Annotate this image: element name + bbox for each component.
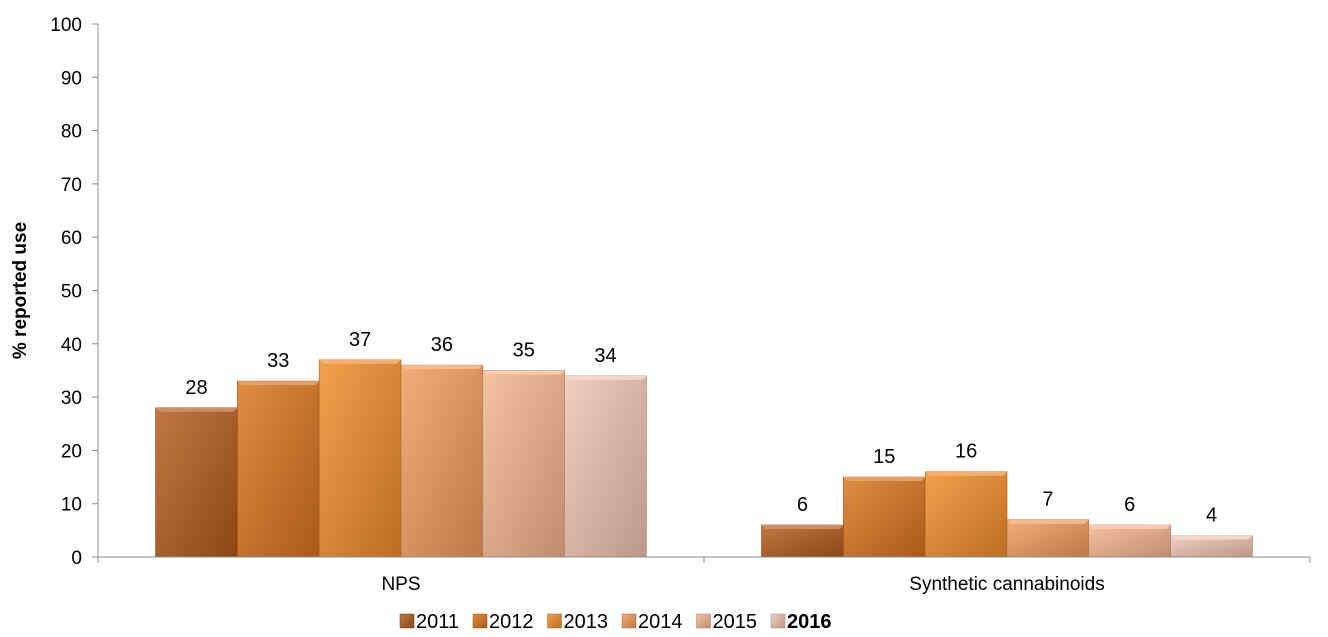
bar [1006,519,1090,558]
bar-bevel [482,370,565,375]
legend: 2011 2012 2013 2014 2015 2016 [399,611,832,633]
bar [318,359,402,558]
y-axis: 0 10 20 30 40 50 60 70 80 90 100 [50,15,99,569]
data-label: 6 [1124,494,1135,516]
bar [155,407,238,558]
bar [843,476,926,558]
bar [482,370,565,558]
legend-label: 2011 [416,611,459,633]
data-label: 37 [349,329,371,351]
legend-label: 2014 [638,611,683,633]
data-label: 15 [873,446,895,468]
bar-bevel [1088,525,1171,530]
bar [1088,524,1171,558]
data-label: 4 [1206,505,1217,527]
bars [155,359,1253,558]
bar-bevel [843,477,926,482]
y-tick-label: 50 [61,282,82,303]
y-tick-label: 100 [50,15,82,36]
bar [237,380,320,558]
bar-bevel [1170,535,1253,540]
category-label: Synthetic cannabinoids [909,574,1104,595]
category-label: NPS [381,574,420,595]
data-label: 7 [1042,489,1053,511]
data-label: 16 [955,441,977,463]
bar-bevel [761,525,844,530]
data-label: 33 [267,350,289,372]
legend-swatch [472,613,488,629]
data-labels: 28 33 37 36 35 34 6 15 16 7 6 4 [185,329,1217,527]
bar-bevel [319,359,401,364]
bar-bevel [237,381,320,386]
y-tick-label: 80 [61,122,82,143]
bar-bevel [925,471,1007,476]
y-tick-label: 0 [71,548,82,569]
y-tick-label: 40 [61,335,82,356]
y-tick-label: 20 [61,441,82,462]
bar [761,524,844,558]
legend-swatch [696,613,711,629]
legend-label: 2015 [713,611,758,633]
bar-bevel [155,407,238,412]
data-label: 28 [185,377,207,399]
legend-label: 2012 [489,611,534,633]
bar-bevel [1007,519,1089,524]
legend-swatch [547,613,562,629]
legend-swatch [621,613,637,629]
data-label: 6 [797,494,808,516]
legend-swatch [399,613,415,629]
y-tick-label: 70 [61,175,82,196]
legend-label: 2013 [564,611,609,633]
bar-bevel [401,365,483,370]
bar [400,364,484,558]
x-axis: NPS Synthetic cannabinoids [97,556,1311,595]
y-axis-title: % reported use [10,222,31,359]
legend-swatch [770,613,786,629]
y-tick-label: 10 [61,495,82,516]
bar [924,471,1008,558]
bar-bevel [564,375,647,380]
bar [564,375,647,558]
legend-label: 2016 [787,611,832,633]
data-label: 36 [431,334,453,356]
data-label: 34 [594,345,616,367]
y-tick-label: 90 [61,68,82,89]
y-tick-label: 30 [61,388,82,409]
data-label: 35 [513,339,535,361]
y-tick-label: 60 [61,228,82,249]
